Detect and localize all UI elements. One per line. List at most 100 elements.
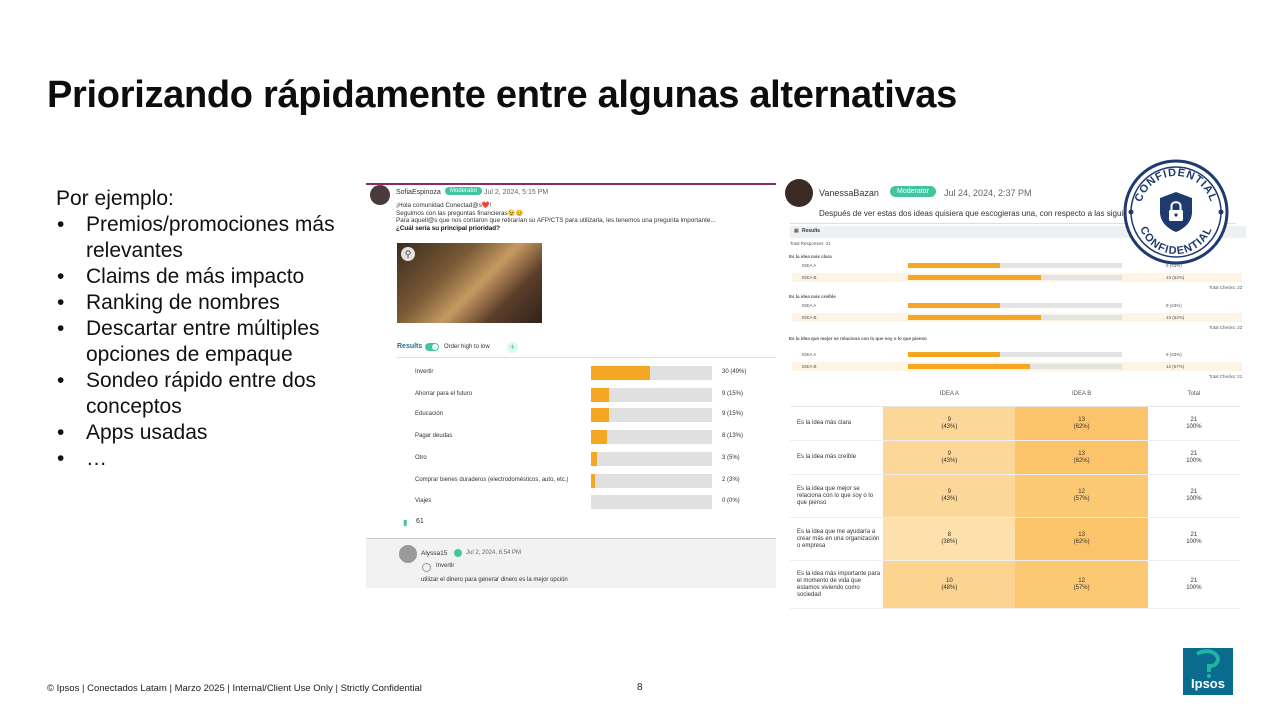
cell-count: 9 — [947, 416, 952, 423]
reply-option: Invertir — [436, 563, 455, 569]
table-cell: 13 (62%) — [1015, 440, 1148, 475]
mini-bar-track — [908, 303, 1122, 308]
result-bar — [591, 474, 595, 488]
mini-row-label: IDEA A — [802, 352, 817, 357]
mini-bar-track — [908, 315, 1122, 320]
col-header: IDEA B — [1015, 382, 1148, 407]
bullet-dot: • — [57, 213, 65, 236]
radio-icon — [422, 563, 431, 572]
divider — [397, 357, 776, 358]
table-cell: 9 (43%) — [883, 440, 1016, 475]
result-value: 30 (49%) — [722, 369, 747, 375]
cell-percent: (57%) — [1073, 496, 1090, 502]
cell-percent: (62%) — [1073, 539, 1090, 545]
cell-count: 12 — [1078, 489, 1085, 495]
table-cell: 21 100% — [1147, 560, 1240, 609]
cell-count: 13 — [1078, 532, 1085, 538]
expand-icon[interactable]: + — [507, 342, 518, 353]
total-responses: Total Responses: 21 — [790, 241, 831, 246]
results-icon: ▦ — [794, 228, 799, 234]
bullet-dot: • — [57, 447, 65, 470]
bullet-dot: • — [57, 265, 65, 288]
result-label: Viajes — [415, 498, 432, 504]
author-name[interactable]: VanessaBazan — [819, 188, 879, 198]
post-date: Jul 2, 2024, 5:15 PM — [484, 189, 549, 196]
comment-count[interactable]: 61 — [416, 518, 424, 525]
bullet-item: • Sondeo rápido entre dos conceptos — [57, 369, 317, 418]
order-toggle[interactable] — [425, 343, 439, 351]
reply-text: utilizar el dinero para generar dinero e… — [421, 577, 568, 583]
result-row: Educación 9 (15%) — [415, 408, 745, 422]
table-row: Es la idea más creíble 9 (43%) 13 (62%) 21 100… — [790, 440, 1240, 475]
col-header — [790, 382, 884, 407]
order-label: Order high to low — [444, 344, 490, 350]
result-label: Invertir — [415, 369, 434, 375]
crosstab-table: IDEA A IDEA B Total Es la idea más clara… — [790, 382, 1240, 609]
col-header: Total — [1147, 382, 1240, 407]
mini-row-label: IDEA A — [802, 303, 817, 308]
table-cell: 9 (43%) — [883, 474, 1016, 518]
result-bar — [591, 430, 607, 444]
table-cell: 10 (48%) — [883, 560, 1016, 609]
mini-bar — [908, 364, 1030, 369]
reply: Alyssa15 Jul 2, 2024, 6:54 PM Invertir u… — [366, 538, 776, 588]
mini-row-label: IDEA B — [802, 275, 817, 280]
cell-percent: (38%) — [941, 539, 958, 545]
mini-bar — [908, 315, 1041, 320]
bullet-item: • Descartar entre múltiples opciones de e… — [57, 317, 320, 366]
mini-group-title: Es la idea más creíble — [789, 294, 836, 299]
table-cell: 21 100% — [1147, 406, 1240, 441]
result-value: 9 (15%) — [722, 391, 744, 397]
result-row: Comprar bienes duraderos (electrodomésti… — [415, 474, 745, 488]
mini-bar — [908, 275, 1041, 280]
logo-mark — [1183, 648, 1233, 678]
result-value: 0 (0%) — [722, 498, 740, 504]
mini-row-value: 13 (62%) — [1166, 275, 1185, 280]
cell-percent: (62%) — [1073, 423, 1090, 430]
result-bar — [591, 366, 651, 380]
author-name[interactable]: SofiaEspinoza — [396, 189, 441, 196]
bullet-dot: • — [57, 421, 65, 444]
post-question: ¿Cuál sería su principal prioridad? — [396, 225, 500, 233]
mini-bar-track — [908, 364, 1122, 369]
avatar — [370, 185, 390, 205]
table-row: Es la idea que me ayudaría a crear más e… — [790, 517, 1240, 561]
comment-icon[interactable]: ▮ — [403, 518, 408, 527]
row-label: Es la idea más clara — [790, 406, 884, 441]
header-rule — [366, 183, 776, 185]
mini-bar — [908, 352, 1001, 357]
table-cell: 13 (62%) — [1015, 406, 1148, 441]
cell-count: 21 — [1190, 416, 1198, 423]
result-bar-track — [591, 474, 712, 488]
result-bar-track — [591, 388, 712, 402]
table-cell: 13 (62%) — [1015, 517, 1148, 561]
row-label: Es la idea que me ayudaría a crear más e… — [790, 517, 884, 561]
post-photo[interactable]: ⚲ — [397, 243, 542, 323]
cell-count: 21 — [1190, 450, 1198, 457]
row-label: Es la idea que mejor se relaciona con lo… — [790, 474, 884, 518]
table-row: Es la idea más importante para el moment… — [790, 560, 1240, 609]
mini-total: Total Checks: 21 — [1209, 374, 1243, 379]
zoom-icon[interactable]: ⚲ — [401, 247, 415, 261]
result-value: 3 (5%) — [722, 455, 740, 461]
mini-group-title: Es la idea que mejor se relaciona con lo… — [789, 336, 927, 341]
cell-count: 8 — [947, 532, 952, 538]
bullet-list: Por ejemplo: • Premios/promociones más re… — [56, 186, 361, 472]
poll-screenshot: SofiaEspinoza Moderator Jul 2, 2024, 5:1… — [366, 183, 776, 588]
reply-author[interactable]: Alyssa15 — [421, 550, 448, 557]
comparison-screenshot: VanessaBazan Moderator Jul 24, 2024, 2:3… — [782, 176, 1246, 612]
ipsos-logo: Ipsos — [1183, 648, 1233, 695]
mini-row-value: 12 (57%) — [1166, 364, 1185, 369]
mini-row-value: 9 (43%) — [1166, 352, 1182, 357]
moderator-badge: Moderator — [445, 187, 483, 195]
cell-count: 9 — [947, 489, 952, 495]
bullet-dot: • — [57, 317, 65, 340]
mini-bar-track — [908, 275, 1122, 280]
table-cell: 12 (57%) — [1015, 560, 1148, 609]
confidential-seal: CONFIDENTIAL CONFIDENTIAL — [1123, 159, 1229, 265]
result-bar-track — [591, 452, 712, 466]
result-bar-track — [591, 366, 712, 380]
result-label: Comprar bienes duraderos (electrodomésti… — [415, 477, 569, 483]
cell-percent: (62%) — [1073, 457, 1090, 464]
result-row: Invertir 30 (49%) — [415, 366, 747, 380]
